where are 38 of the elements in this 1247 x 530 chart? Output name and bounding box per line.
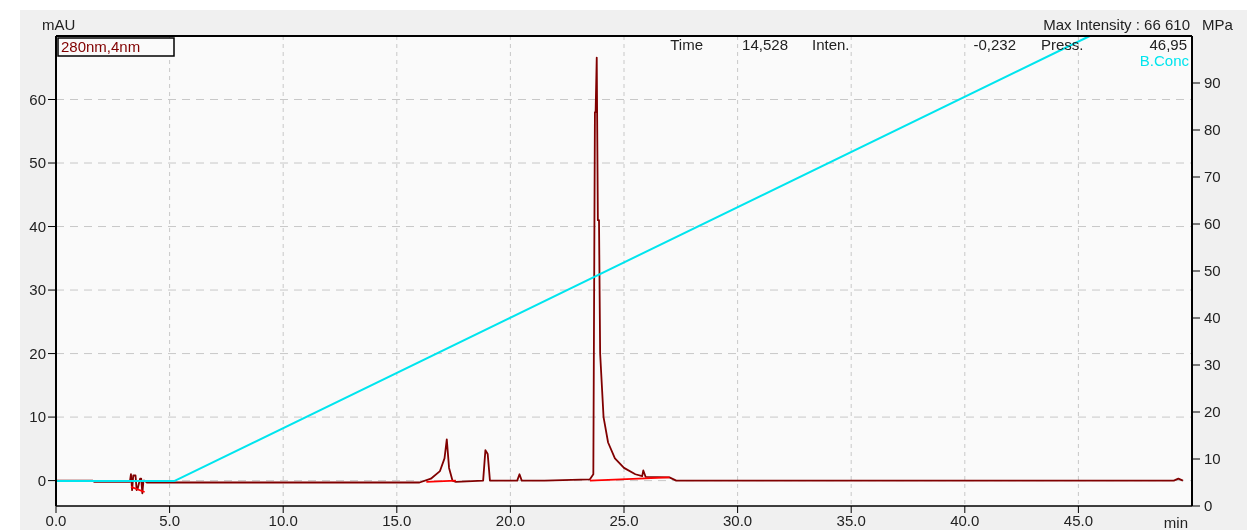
y-tick-label: 0 [37, 471, 46, 489]
y2-tick-label: 30 [1204, 356, 1221, 373]
y-tick-label: 50 [29, 154, 46, 172]
y-tick-label: 20 [29, 344, 46, 362]
x-tick-label: 30.0 [723, 512, 753, 529]
x-tick-label: 15.0 [382, 512, 412, 529]
x-tick-label: 40.0 [950, 512, 980, 529]
x-tick-label: 25.0 [609, 512, 639, 529]
y-tick-label: 60 [29, 90, 46, 108]
y-tick-label: 30 [29, 281, 46, 299]
y-tick-label: 10 [29, 408, 46, 426]
annotation: 46,95 [1149, 36, 1187, 53]
y2-tick-label: 40 [1204, 309, 1221, 326]
x-tick-label: 45.0 [1063, 512, 1093, 529]
annotation: Inten. [812, 36, 850, 53]
x-tick-label: 35.0 [836, 512, 866, 529]
y2-tick-label: 10 [1204, 450, 1221, 467]
y2-tick-label: 0 [1204, 497, 1213, 514]
y2-tick-label: 80 [1204, 121, 1221, 138]
x-axis-title: min [1163, 514, 1188, 530]
y2-tick-label: 70 [1204, 168, 1221, 185]
y2-tick-label: 20 [1204, 403, 1221, 420]
series-label: B.Conc [1139, 52, 1190, 69]
annotation: -0,232 [973, 36, 1016, 53]
annotation: Time [670, 36, 703, 53]
y2-tick-label: 60 [1204, 215, 1221, 232]
y2-tick-label: 90 [1204, 74, 1221, 91]
y2-tick-label: 50 [1204, 262, 1221, 279]
text: 280nm,4nm [61, 38, 141, 55]
x-tick-label: 20.0 [495, 512, 525, 529]
x-tick-label: 10.0 [268, 512, 298, 529]
x-tick-label: 5.0 [159, 512, 181, 529]
annotation: 14,528 [742, 36, 788, 53]
y2-axis-title: MPa [1202, 16, 1234, 33]
text: Max Intensity : 66 610 [1043, 16, 1190, 33]
y-tick-label: 40 [29, 217, 46, 235]
x-tick-label: 0.0 [45, 512, 67, 529]
y-axis-title: mAU [42, 16, 76, 33]
